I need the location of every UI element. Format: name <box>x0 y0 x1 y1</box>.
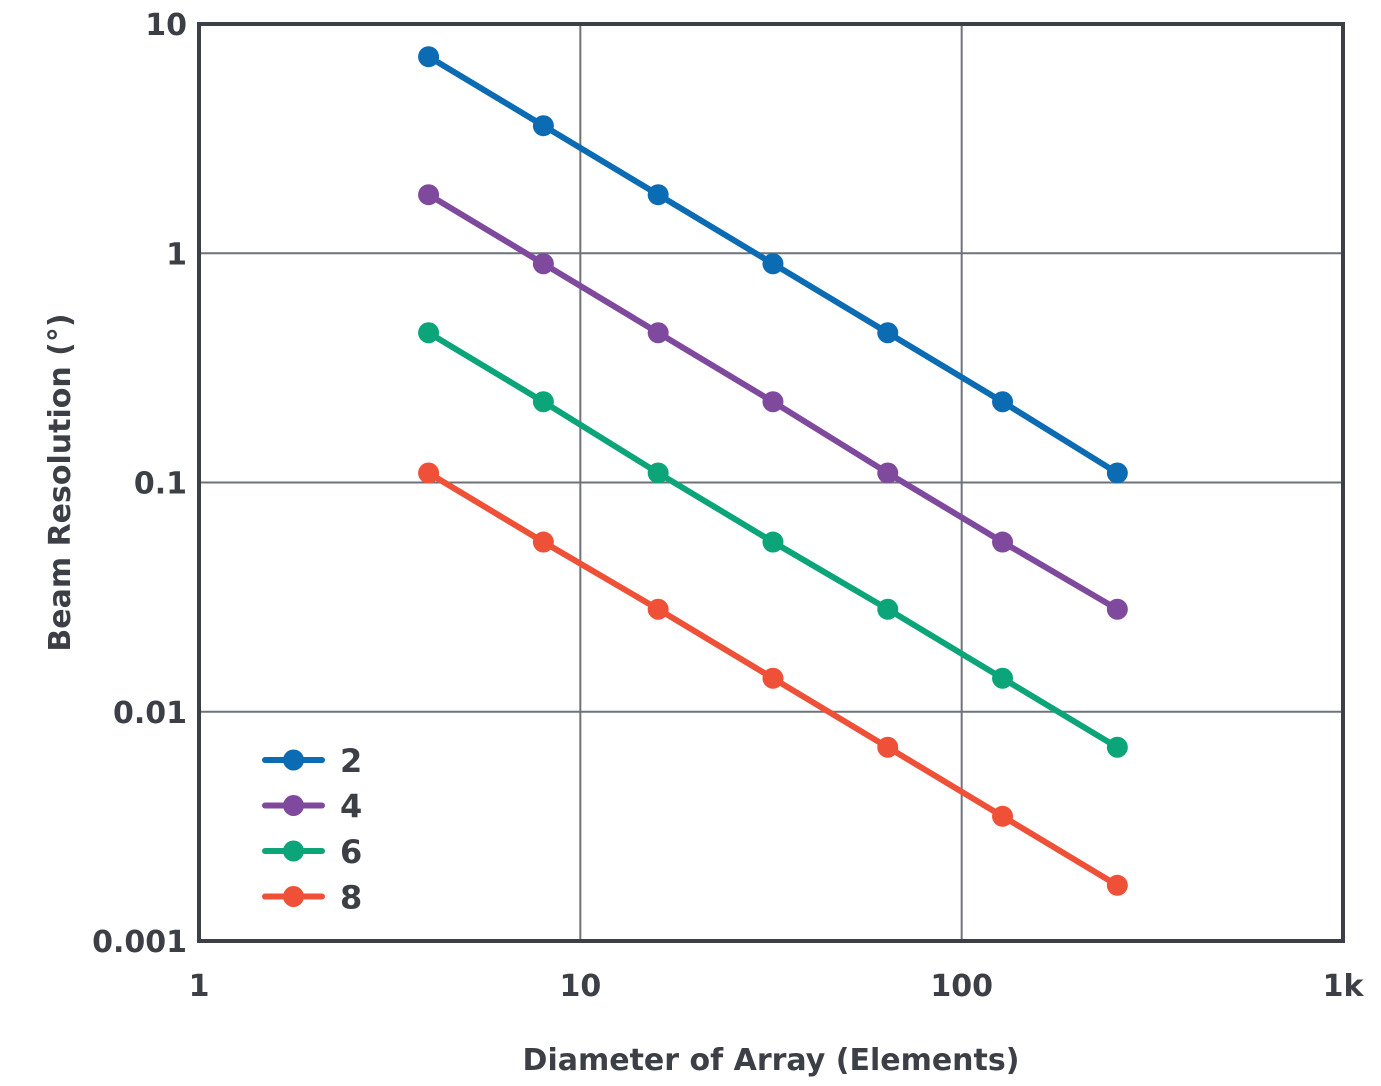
data-point <box>992 531 1014 553</box>
x-tick-label: 100 <box>930 969 993 1004</box>
data-point <box>647 322 669 344</box>
data-point <box>762 667 784 689</box>
legend-label: 2 <box>340 742 362 780</box>
legend-swatch-marker <box>283 749 304 771</box>
series-8 <box>418 462 1128 896</box>
data-point <box>762 253 784 275</box>
data-point <box>532 253 554 275</box>
data-point <box>992 391 1014 413</box>
data-point <box>1106 736 1128 758</box>
legend-swatch-marker <box>283 795 304 816</box>
series-2 <box>418 46 1128 484</box>
data-point <box>1106 874 1128 896</box>
legend-swatch-marker <box>283 886 304 907</box>
data-point <box>762 531 784 553</box>
plot-frame <box>197 22 1345 943</box>
data-point <box>647 598 669 620</box>
legend-label: 8 <box>340 879 362 917</box>
y-tick-label: 10 <box>145 8 187 43</box>
legend-item: 4 <box>262 788 362 826</box>
x-axis-title: Diameter of Array (Elements) <box>523 1043 1020 1078</box>
grid <box>199 24 1343 941</box>
data-point <box>877 462 899 484</box>
data-point <box>877 322 899 344</box>
legend-label: 4 <box>340 788 362 826</box>
data-point <box>418 322 440 344</box>
legend-item: 8 <box>262 879 362 917</box>
x-axis-ticks: 1 10 100 1k <box>189 969 1365 1004</box>
y-tick-label: 0.01 <box>113 696 187 731</box>
legend-label: 6 <box>340 833 362 871</box>
data-point <box>418 46 440 68</box>
data-point <box>418 184 440 206</box>
data-point <box>647 462 669 484</box>
x-tick-label: 10 <box>559 969 601 1004</box>
data-point <box>647 184 669 206</box>
data-point <box>877 736 899 758</box>
data-point <box>532 115 554 137</box>
legend-item: 2 <box>262 742 362 780</box>
data-point <box>418 462 440 484</box>
data-point <box>762 391 784 413</box>
data-point <box>532 531 554 553</box>
data-point <box>1106 598 1128 620</box>
legend: 2 4 6 8 <box>262 742 362 917</box>
data-point <box>992 805 1014 827</box>
x-tick-label: 1k <box>1323 969 1365 1004</box>
legend-item: 6 <box>262 833 362 871</box>
series-6 <box>418 322 1128 758</box>
y-axis-ticks: 10 1 0.1 0.01 0.001 <box>92 8 187 960</box>
x-tick-label: 1 <box>189 969 210 1004</box>
y-tick-label: 0.001 <box>92 925 187 960</box>
y-tick-label: 1 <box>166 237 187 272</box>
y-axis-title: Beam Resolution (°) <box>43 313 78 651</box>
data-point <box>532 391 554 413</box>
y-tick-label: 0.1 <box>134 467 187 502</box>
series-group <box>418 46 1128 896</box>
data-point <box>877 598 899 620</box>
data-point <box>992 667 1014 689</box>
data-point <box>1106 462 1128 484</box>
legend-swatch-marker <box>283 840 304 862</box>
series-4 <box>418 184 1128 620</box>
